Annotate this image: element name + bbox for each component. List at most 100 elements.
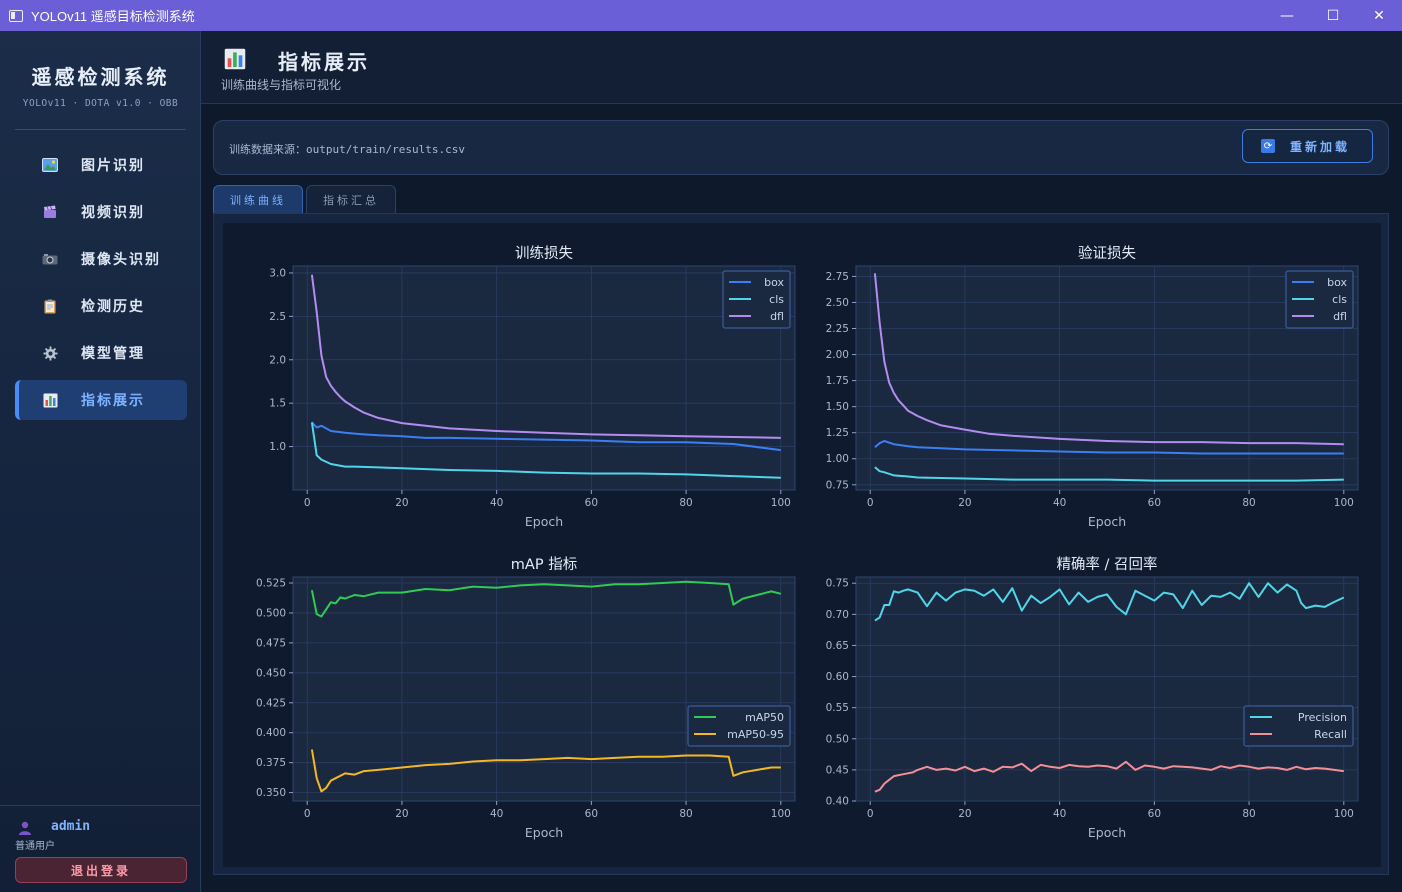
y-tick-label: 2.0	[269, 354, 286, 366]
maximize-button[interactable]: ☐	[1326, 7, 1340, 24]
x-tick-label: 40	[490, 808, 503, 820]
y-tick-label: 0.400	[256, 727, 286, 739]
y-tick-label: 2.5	[269, 311, 286, 323]
y-tick-label: 0.65	[826, 640, 849, 652]
x-tick-label: 60	[585, 497, 598, 509]
refresh-icon: ⟳	[1261, 139, 1275, 153]
legend-label: box	[764, 276, 784, 289]
x-axis-label: Epoch	[525, 825, 563, 840]
x-tick-label: 100	[1334, 497, 1354, 509]
sidebar-item-metrics[interactable]: 指标展示	[15, 380, 187, 420]
tab-training-curves[interactable]: 训练曲线	[213, 185, 303, 213]
y-tick-label: 0.475	[256, 637, 286, 649]
y-tick-label: 0.425	[256, 697, 286, 709]
sidebar-item-history[interactable]: 检测历史	[15, 286, 187, 326]
sidebar-item-label: 检测历史	[81, 299, 145, 315]
y-tick-label: 0.40	[826, 796, 849, 808]
y-tick-label: 0.45	[826, 764, 849, 776]
x-tick-label: 20	[395, 808, 408, 820]
x-tick-label: 40	[1053, 808, 1066, 820]
y-tick-label: 0.525	[256, 577, 286, 589]
x-tick-label: 20	[958, 497, 971, 509]
brand-divider	[15, 129, 186, 130]
x-axis-label: Epoch	[1088, 825, 1126, 840]
legend-label: Recall	[1314, 728, 1347, 741]
y-tick-label: 1.5	[269, 398, 286, 410]
x-tick-label: 40	[1053, 497, 1066, 509]
legend-label: cls	[769, 293, 784, 306]
main-content: 指标展示 训练曲线与指标可视化 训练数据来源：output/train/resu…	[201, 31, 1402, 892]
x-tick-label: 60	[1148, 497, 1161, 509]
user-icon	[18, 820, 32, 835]
legend-label: Precision	[1298, 711, 1347, 724]
x-tick-label: 60	[1148, 808, 1161, 820]
page-subtitle: 训练曲线与指标可视化	[221, 78, 342, 92]
sidebar-item-label: 图片识别	[81, 158, 145, 174]
x-tick-label: 0	[304, 497, 311, 509]
legend-label: mAP50-95	[727, 728, 784, 741]
charts-panel: 0 20 40 60 80 100 1.0 1.5 2.0 2.5 3.0 训练损失 Epoch box c…	[213, 213, 1389, 875]
x-tick-label: 0	[867, 497, 874, 509]
x-tick-label: 80	[679, 808, 692, 820]
sidebar-item-label: 视频识别	[81, 205, 145, 221]
series-line-recall	[874, 760, 1344, 793]
y-tick-label: 0.350	[256, 787, 286, 799]
chart-3: 0 20 40 60 80 100 0.350 0.375 0.400 0.425 0.450 0.4…	[256, 556, 796, 840]
brand-title: 遥感检测系统	[31, 65, 170, 89]
series-line-map50-95	[310, 749, 781, 793]
y-tick-label: 0.75	[826, 578, 849, 590]
y-tick-label: 0.375	[256, 757, 286, 769]
sidebar-item-label: 指标展示	[81, 393, 145, 409]
y-tick-label: 1.25	[826, 427, 849, 439]
bar-chart-icon	[41, 392, 59, 408]
chart-title: 验证损失	[1078, 245, 1136, 262]
y-tick-label: 0.70	[826, 609, 849, 621]
tab-metrics-summary[interactable]: 指标汇总	[306, 185, 396, 213]
legend-box	[1285, 270, 1354, 329]
y-tick-label: 0.75	[826, 479, 849, 491]
x-tick-label: 100	[1334, 808, 1354, 820]
y-tick-label: 2.50	[826, 297, 849, 309]
chart-1: 0 20 40 60 80 100 1.0 1.5 2.0 2.5 3.0 训练损失 Epoch box c…	[269, 245, 796, 529]
brand: 遥感检测系统 YOLOv11 · DOTA v1.0 · OBB	[0, 61, 201, 109]
y-tick-label: 2.75	[826, 271, 849, 283]
legend-label: box	[1327, 276, 1347, 289]
reload-button[interactable]: ⟳ 重新加载	[1242, 129, 1373, 163]
sidebar-item-label: 模型管理	[81, 346, 145, 362]
series-line-box	[874, 440, 1344, 455]
series-line-map50	[310, 580, 782, 618]
sidebar-item-image-detect[interactable]: 图片识别	[15, 145, 187, 185]
legend-label: cls	[1332, 293, 1347, 306]
plot-area	[292, 576, 796, 802]
legend: Precision Recall	[1243, 705, 1354, 747]
x-tick-label: 60	[585, 808, 598, 820]
window-controls: — ☐ ✕	[1264, 0, 1402, 31]
window-titlebar: YOLOv11 遥感目标检测系统 — ☐ ✕	[0, 0, 1402, 31]
user-role: 普通用户	[15, 841, 55, 852]
clipboard-icon	[41, 298, 59, 314]
close-button[interactable]: ✕	[1373, 7, 1385, 24]
minimize-button[interactable]: —	[1280, 7, 1294, 24]
x-tick-label: 100	[771, 497, 791, 509]
y-tick-label: 0.60	[826, 671, 849, 683]
series-line-dfl	[310, 274, 781, 439]
user-name: admin	[51, 819, 91, 834]
x-axis-label: Epoch	[525, 514, 563, 529]
clapper-icon	[41, 204, 59, 220]
y-tick-label: 1.0	[269, 441, 286, 453]
y-tick-label: 0.500	[256, 607, 286, 619]
chart-4: 0 20 40 60 80 100 0.40 0.45 0.50 0.55 0.60 0.65 0.70…	[826, 556, 1359, 840]
y-tick-label: 1.75	[826, 375, 849, 387]
x-tick-label: 80	[1242, 808, 1255, 820]
y-tick-label: 2.00	[826, 349, 849, 361]
chart-title: 训练损失	[515, 245, 573, 262]
y-tick-label: 1.00	[826, 453, 849, 465]
sidebar-nav: 图片识别 视频识别 摄像头识别 检测历史 模型管理	[15, 145, 187, 427]
legend: box cls dfl	[1285, 270, 1354, 329]
sidebar-item-video-detect[interactable]: 视频识别	[15, 192, 187, 232]
sidebar-item-camera-detect[interactable]: 摄像头识别	[15, 239, 187, 279]
app-icon	[9, 9, 23, 22]
logout-button[interactable]: 退出登录	[15, 857, 187, 883]
y-tick-label: 1.50	[826, 401, 849, 413]
sidebar-item-model-manage[interactable]: 模型管理	[15, 333, 187, 373]
